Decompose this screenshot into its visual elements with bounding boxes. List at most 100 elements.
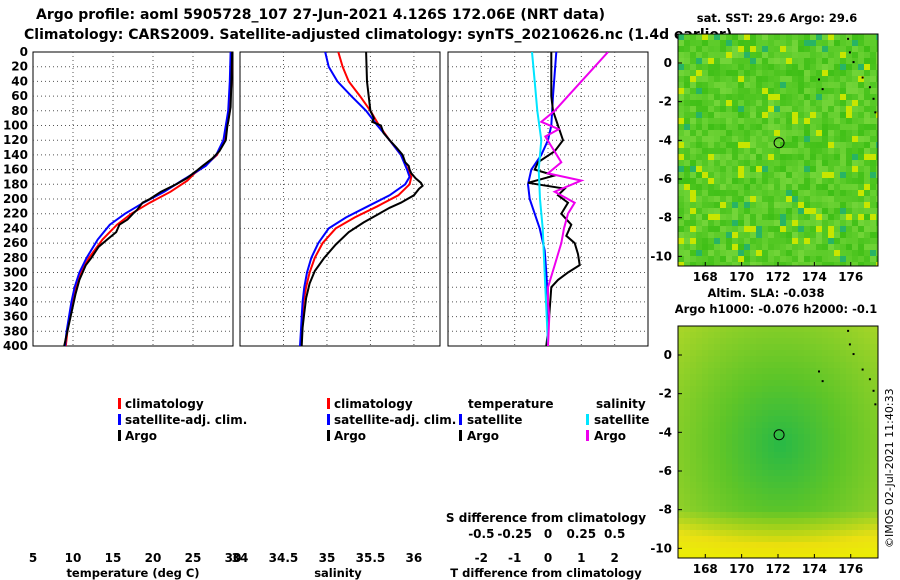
map-cell (870, 356, 877, 363)
map-cell (720, 368, 727, 375)
map-cell (762, 196, 769, 203)
map-cell (864, 214, 871, 221)
map-cell (846, 220, 853, 227)
map-cell (858, 190, 865, 197)
map-cell (792, 470, 799, 477)
map-cell (726, 494, 733, 501)
map-cell (690, 356, 697, 363)
map-cell (870, 70, 877, 77)
x-tick-label: 15 (105, 551, 122, 565)
map-cell (804, 214, 811, 221)
map-cell (870, 202, 877, 209)
map-cell (690, 160, 697, 167)
map-cell (750, 482, 757, 489)
map-cell (804, 130, 811, 137)
map-cell (750, 94, 757, 101)
map-cell (852, 554, 859, 559)
map-cell (864, 548, 871, 555)
map-cell (684, 172, 691, 179)
map-cell (828, 40, 835, 47)
map-cell (840, 368, 847, 375)
map-cell (810, 524, 817, 531)
map-cell (870, 244, 877, 251)
map-cell (762, 70, 769, 77)
map-cell (720, 452, 727, 459)
series-temperature-satellite (526, 52, 558, 346)
map-cell (876, 172, 879, 179)
map-cell (804, 172, 811, 179)
map-cell (678, 250, 685, 257)
map-cell (690, 446, 697, 453)
map-cell (756, 190, 763, 197)
map-cell (714, 166, 721, 173)
map-cell (792, 422, 799, 429)
map-cell (696, 112, 703, 119)
map-cell (762, 166, 769, 173)
map-cell (768, 142, 775, 149)
map-cell (870, 404, 877, 411)
map-cell (786, 338, 793, 345)
map-cell (870, 52, 877, 59)
map-cell (846, 214, 853, 221)
map-cell (744, 70, 751, 77)
map-cell (726, 554, 733, 559)
map-cell (708, 518, 715, 525)
map-cell (816, 160, 823, 167)
map-cell (774, 416, 781, 423)
map-cell (798, 232, 805, 239)
map-cell (732, 202, 739, 209)
map-cell (858, 434, 865, 441)
map-cell (840, 148, 847, 155)
map-cell (720, 58, 727, 65)
map-cell (786, 326, 793, 333)
map-cell (714, 214, 721, 221)
map-cell (822, 160, 829, 167)
map-cell (798, 124, 805, 131)
map-cell (720, 416, 727, 423)
map-cell (690, 470, 697, 477)
map-cell (846, 124, 853, 131)
map-cell (798, 250, 805, 257)
map-cell (750, 250, 757, 257)
map-cell (702, 52, 709, 59)
map-cell (768, 130, 775, 137)
map-cell (846, 338, 853, 345)
map-cell (684, 506, 691, 513)
map-cell (786, 548, 793, 555)
map-cell (738, 488, 745, 495)
map-cell (852, 518, 859, 525)
map-cell (702, 64, 709, 71)
map-cell (744, 500, 751, 507)
map-cell (834, 136, 841, 143)
map-cell (720, 262, 727, 267)
map-cell (870, 100, 877, 107)
map-cell (744, 440, 751, 447)
map-cell (864, 190, 871, 197)
map-cell (768, 344, 775, 351)
map-cell (720, 160, 727, 167)
map-cell (780, 326, 787, 333)
map-cell (774, 404, 781, 411)
map-cell (708, 440, 715, 447)
map-cell (774, 398, 781, 405)
island-marker (868, 378, 871, 381)
map-cell (816, 326, 823, 333)
map-cell (726, 82, 733, 89)
map-cell (858, 530, 865, 537)
map-cell (762, 542, 769, 549)
map-cell (858, 506, 865, 513)
map-cell (828, 476, 835, 483)
map-cell (756, 106, 763, 113)
map-cell (690, 452, 697, 459)
map-cell (720, 154, 727, 161)
map-cell (768, 220, 775, 227)
map-cell (762, 368, 769, 375)
map-cell (876, 112, 879, 119)
map-cell (846, 554, 853, 559)
map-cell (840, 536, 847, 543)
map-cell (786, 542, 793, 549)
map-cell (774, 256, 781, 263)
map-cell (786, 70, 793, 77)
s-diff-tick-label: 0.25 (567, 527, 597, 541)
map-cell (798, 34, 805, 41)
